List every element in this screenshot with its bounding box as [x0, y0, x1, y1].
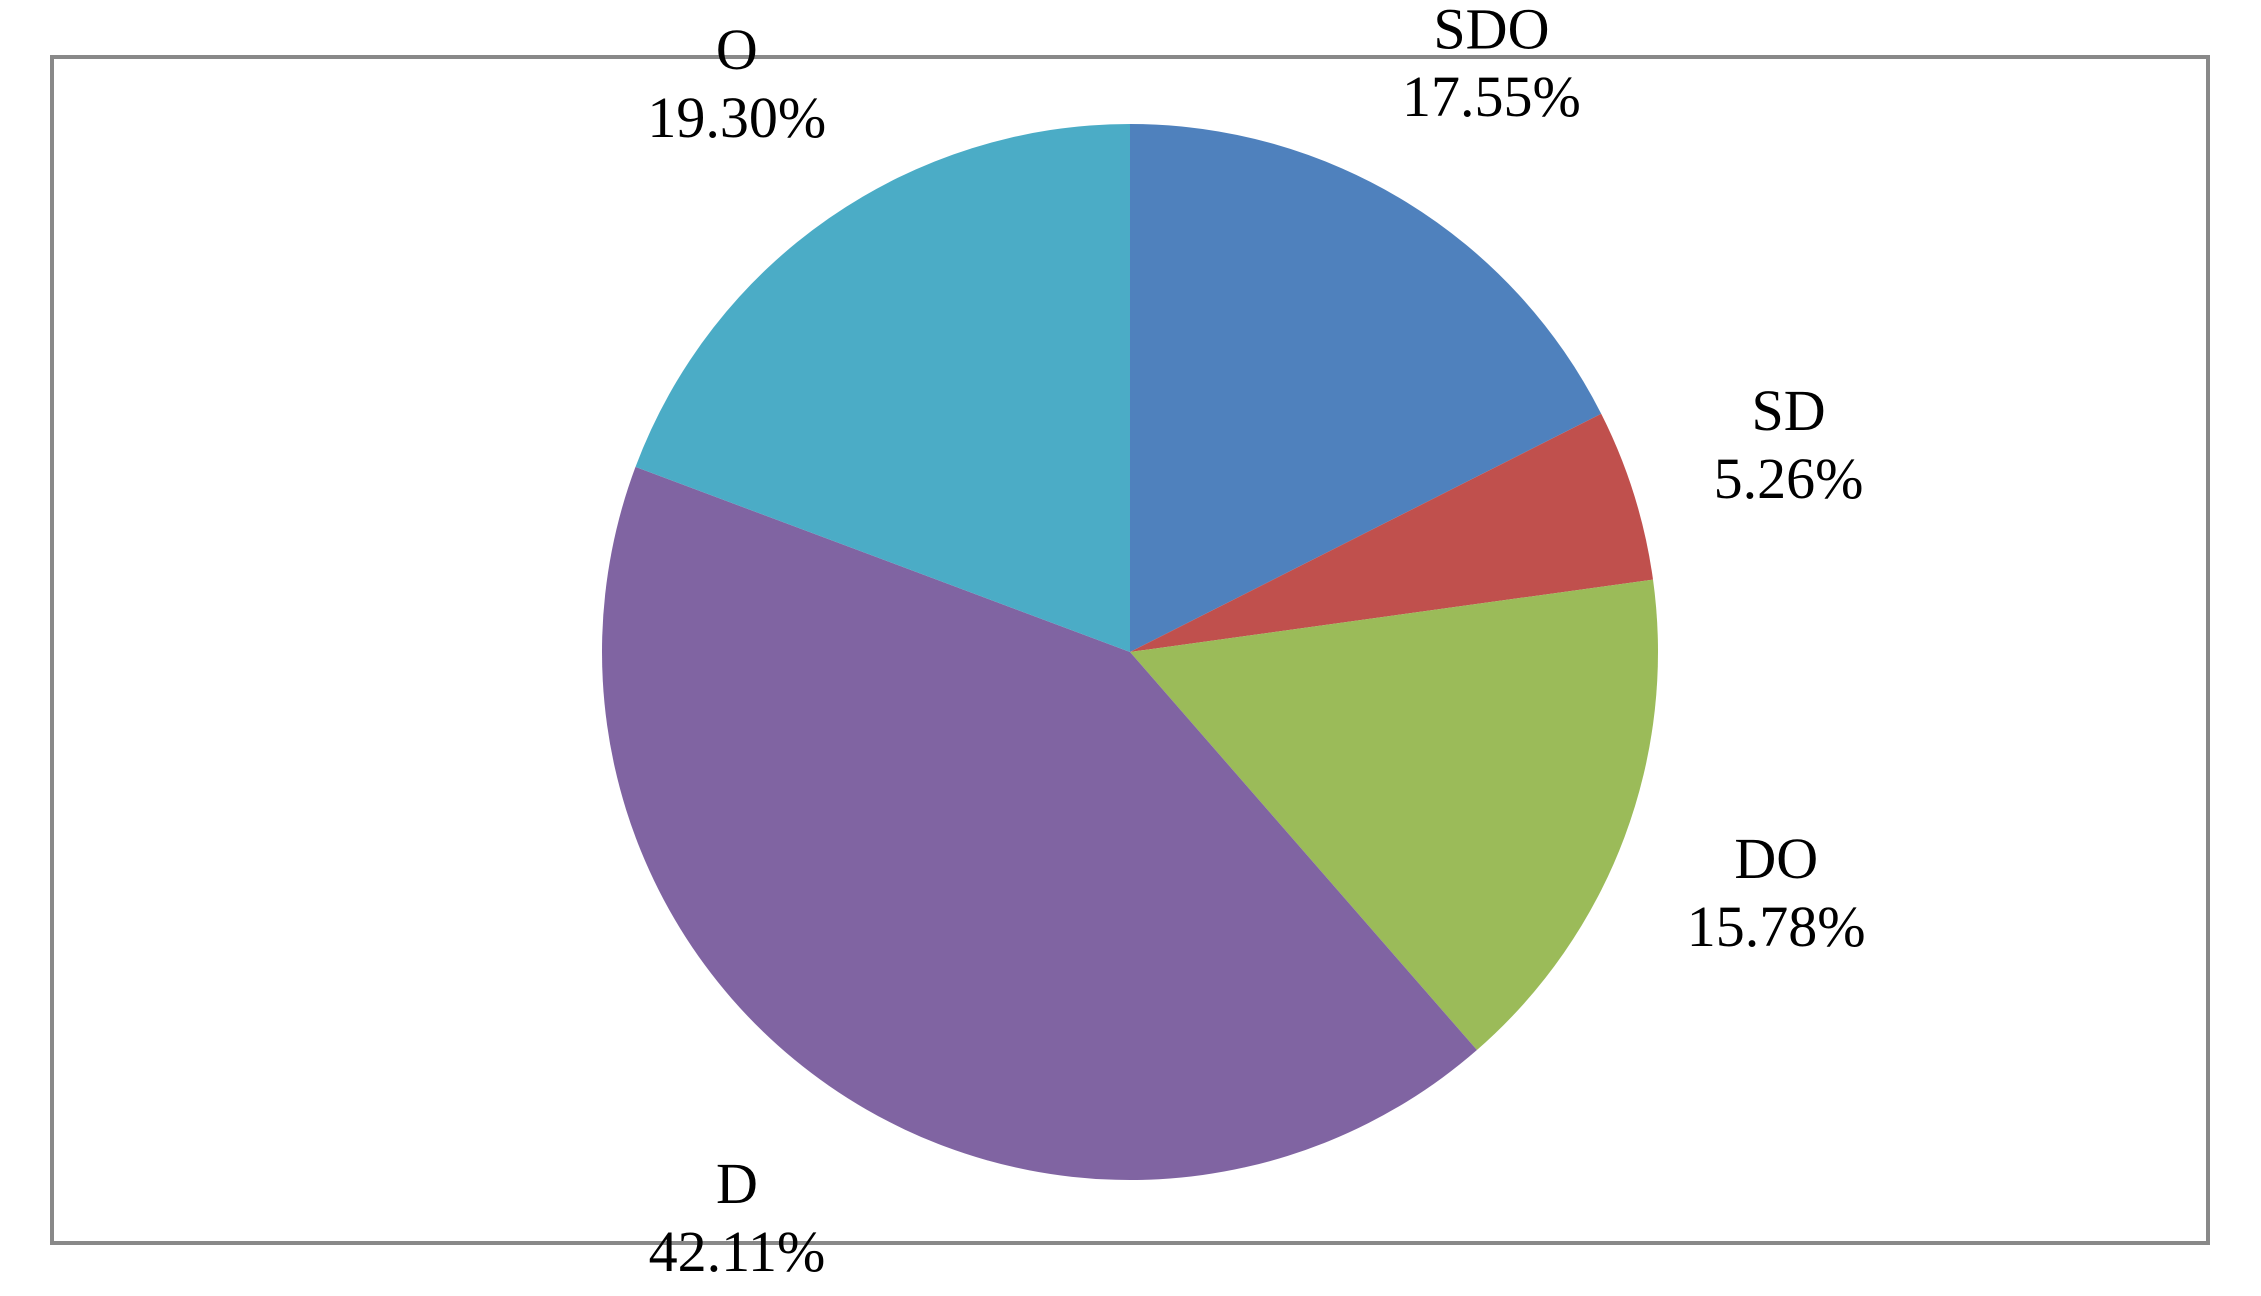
slice-value-label-do: 15.78%: [1687, 894, 1866, 959]
pie-slice-sdo: [1130, 124, 1602, 652]
pie-slice-do: [1130, 579, 1658, 1051]
slice-category-label-sdo: SDO: [1433, 0, 1549, 61]
slice-value-label-sd: 5.26%: [1714, 446, 1864, 511]
slice-category-label-do: DO: [1734, 826, 1818, 891]
slice-category-label-o: O: [716, 17, 758, 82]
pie-slice-o: [635, 124, 1130, 652]
slice-value-label-d: 42.11%: [649, 1219, 826, 1284]
pie-slice-sd: [1130, 413, 1654, 652]
slice-value-label-sdo: 17.55%: [1402, 64, 1581, 129]
pie-slices: [601, 124, 1658, 1181]
slice-category-label-sd: SD: [1752, 378, 1826, 443]
pie-slice-d: [601, 466, 1477, 1181]
slice-value-label-o: 19.30%: [647, 85, 826, 150]
slice-category-label-d: D: [716, 1151, 758, 1216]
